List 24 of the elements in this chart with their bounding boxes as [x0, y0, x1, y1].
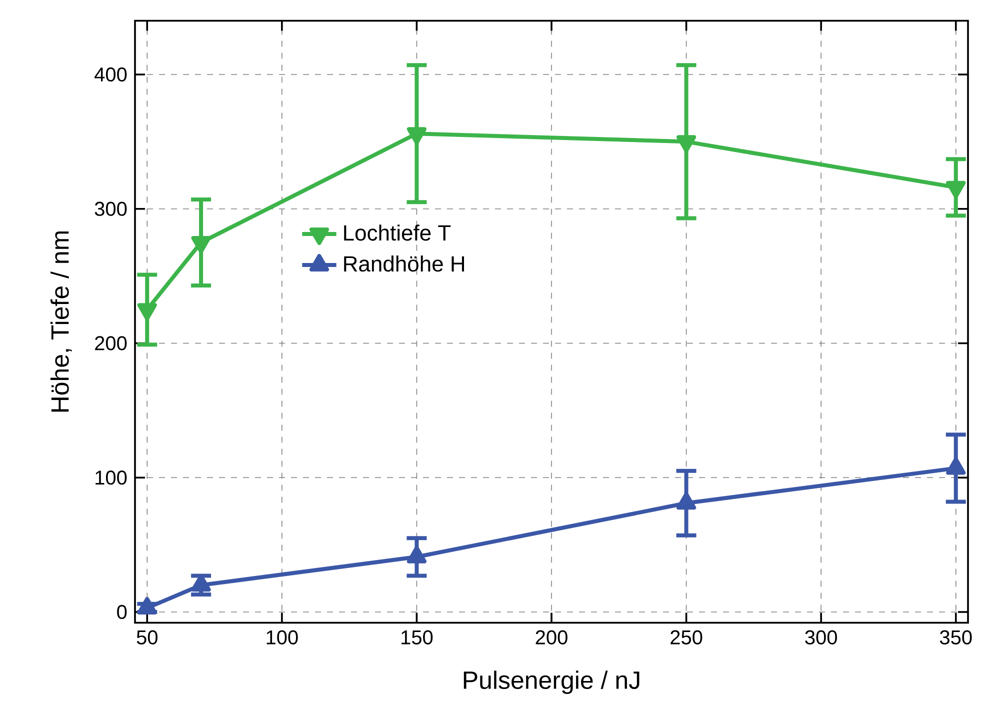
point [406, 546, 427, 564]
x-tick-label: 250 [670, 630, 702, 644]
x-tick-label: 150 [402, 630, 433, 644]
x-tick-label: 50 [136, 630, 158, 644]
y-tick-label: 200 [95, 336, 127, 350]
x-axis-title: Pulsenergie / nJ [464, 670, 640, 694]
point [137, 596, 157, 614]
y-tick-label: 400 [94, 67, 127, 82]
point [946, 457, 966, 475]
y-axis-title: Höhe, Tiefe / nm [50, 231, 72, 412]
point [946, 180, 966, 198]
y-tick-label: 300 [94, 202, 127, 216]
point [676, 135, 696, 153]
x-tick-label: 300 [805, 630, 837, 644]
x-tick-label: 200 [536, 630, 568, 644]
point [191, 236, 211, 254]
point [406, 127, 427, 145]
x-tick-label: 100 [266, 630, 298, 644]
point [676, 492, 696, 510]
y-tick-label: 100 [96, 470, 127, 485]
legend-label: Randhöhe H [344, 256, 464, 272]
legend-label: Lochtiefe T [344, 224, 451, 241]
y-tick-label: 0 [117, 604, 127, 620]
x-tick-label: 350 [940, 630, 972, 644]
